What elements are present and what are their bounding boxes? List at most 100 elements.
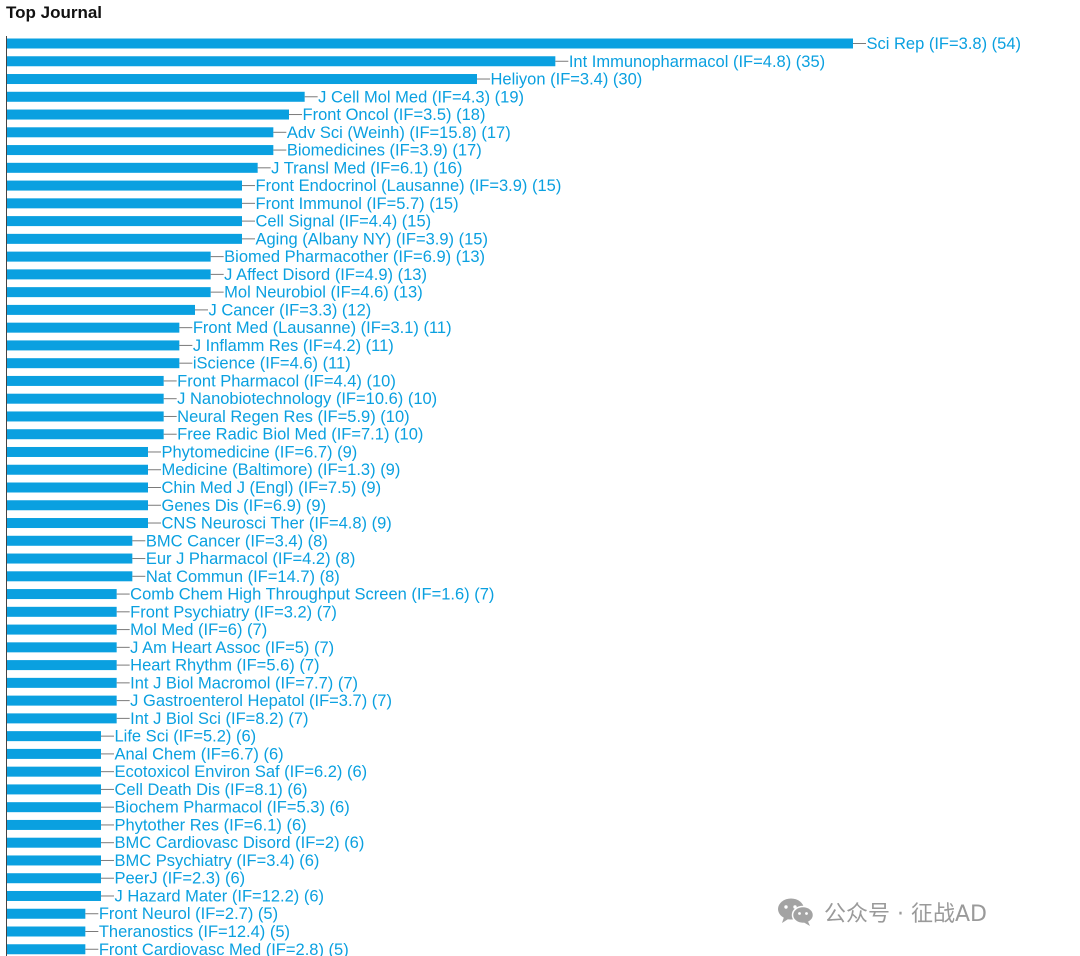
bar-label: Front Neurol (IF=2.7) (5) bbox=[99, 905, 278, 923]
bar bbox=[7, 340, 180, 351]
bar-label: Mol Med (IF=6) (7) bbox=[130, 621, 267, 639]
bar-label: Heliyon (IF=3.4) (30) bbox=[491, 71, 643, 89]
bar bbox=[7, 56, 556, 67]
bar bbox=[7, 198, 242, 209]
bar bbox=[7, 926, 86, 937]
watermark: 公众号 · 征战AD bbox=[776, 896, 987, 928]
bar bbox=[7, 464, 148, 475]
bar-label: Heart Rhythm (IF=5.6) (7) bbox=[130, 657, 319, 675]
bar-label: Comb Chem High Throughput Screen (IF=1.6… bbox=[130, 586, 494, 604]
bar-label: Front Med (Lausanne) (IF=3.1) (11) bbox=[193, 319, 452, 337]
bar-label: Front Psychiatry (IF=3.2) (7) bbox=[130, 603, 337, 621]
bar-label: BMC Psychiatry (IF=3.4) (6) bbox=[115, 852, 320, 870]
bar-label: J Cancer (IF=3.3) (12) bbox=[209, 301, 372, 319]
bar-label: J Hazard Mater (IF=12.2) (6) bbox=[115, 887, 325, 905]
bar-label: Int Immunopharmacol (IF=4.8) (35) bbox=[569, 53, 825, 71]
bar bbox=[7, 766, 101, 777]
bar bbox=[7, 251, 211, 262]
bar-label: J Transl Med (IF=6.1) (16) bbox=[271, 159, 462, 177]
bar bbox=[7, 890, 101, 901]
bar-label: Mol Neurobiol (IF=4.6) (13) bbox=[224, 284, 423, 302]
bar bbox=[7, 38, 853, 49]
bar-label: Ecotoxicol Environ Saf (IF=6.2) (6) bbox=[115, 763, 368, 781]
bar bbox=[7, 127, 274, 138]
bar-label: Int J Biol Sci (IF=8.2) (7) bbox=[130, 710, 308, 728]
bar-label: Front Immunol (IF=5.7) (15) bbox=[256, 195, 459, 213]
bar bbox=[7, 713, 117, 724]
bar-label: Medicine (Baltimore) (IF=1.3) (9) bbox=[162, 461, 401, 479]
bar-label: J Nanobiotechnology (IF=10.6) (10) bbox=[177, 390, 437, 408]
bar bbox=[7, 606, 117, 617]
bar bbox=[7, 91, 305, 102]
bar bbox=[7, 482, 148, 493]
bar bbox=[7, 624, 117, 635]
bar-label: Neural Regen Res (IF=5.9) (10) bbox=[177, 408, 409, 426]
bar bbox=[7, 74, 477, 85]
bar bbox=[7, 518, 148, 529]
bar bbox=[7, 216, 242, 227]
bar bbox=[7, 269, 211, 280]
chart-title: Top Journal bbox=[6, 3, 103, 22]
bar-label: Life Sci (IF=5.2) (6) bbox=[115, 728, 257, 746]
bar bbox=[7, 322, 180, 333]
bar bbox=[7, 358, 180, 369]
bar-label: Genes Dis (IF=6.9) (9) bbox=[162, 497, 327, 515]
bar-label: Eur J Pharmacol (IF=4.2) (8) bbox=[146, 550, 356, 568]
bar-label: Aging (Albany NY) (IF=3.9) (15) bbox=[256, 230, 488, 248]
bar-label: Theranostics (IF=12.4) (5) bbox=[99, 923, 290, 941]
bar bbox=[7, 145, 274, 156]
bar-label: Biomed Pharmacother (IF=6.9) (13) bbox=[224, 248, 485, 266]
bar-label: J Am Heart Assoc (IF=5) (7) bbox=[130, 639, 334, 657]
bar-label: BMC Cancer (IF=3.4) (8) bbox=[146, 532, 328, 550]
bar-label: Chin Med J (Engl) (IF=7.5) (9) bbox=[162, 479, 382, 497]
bar-label: PeerJ (IF=2.3) (6) bbox=[115, 870, 246, 888]
bar-label: J Inflamm Res (IF=4.2) (11) bbox=[193, 337, 394, 355]
bar bbox=[7, 695, 117, 706]
bar bbox=[7, 500, 148, 511]
bar bbox=[7, 642, 117, 653]
bar-label: J Gastroenterol Hepatol (IF=3.7) (7) bbox=[130, 692, 392, 710]
bar-label: Front Pharmacol (IF=4.4) (10) bbox=[177, 372, 396, 390]
bar-label: Biochem Pharmacol (IF=5.3) (6) bbox=[115, 799, 350, 817]
bar-label: Adv Sci (Weinh) (IF=15.8) (17) bbox=[287, 124, 511, 142]
bar bbox=[7, 873, 101, 884]
bar-label: iScience (IF=4.6) (11) bbox=[193, 355, 351, 373]
bar-label: Phytother Res (IF=6.1) (6) bbox=[115, 816, 307, 834]
bar-label: Anal Chem (IF=6.7) (6) bbox=[115, 745, 284, 763]
bar-label: Cell Death Dis (IF=8.1) (6) bbox=[115, 781, 308, 799]
bar bbox=[7, 304, 195, 315]
bar bbox=[7, 287, 211, 298]
bar bbox=[7, 429, 164, 440]
bar bbox=[7, 446, 148, 457]
bar-label: J Affect Disord (IF=4.9) (13) bbox=[224, 266, 427, 284]
bar bbox=[7, 180, 242, 191]
bar bbox=[7, 677, 117, 688]
wechat-icon bbox=[776, 896, 816, 928]
bar bbox=[7, 660, 117, 671]
bar-label: Int J Biol Macromol (IF=7.7) (7) bbox=[130, 674, 358, 692]
bar bbox=[7, 393, 164, 404]
bar-label: Nat Commun (IF=14.7) (8) bbox=[146, 568, 340, 586]
bar-label: Sci Rep (IF=3.8) (54) bbox=[867, 35, 1022, 53]
bar bbox=[7, 855, 101, 866]
bar bbox=[7, 571, 133, 582]
bar bbox=[7, 802, 101, 813]
watermark-text: 公众号 · 征战AD bbox=[824, 902, 987, 927]
bar-label: Phytomedicine (IF=6.7) (9) bbox=[162, 443, 358, 461]
bar-label: Front Oncol (IF=3.5) (18) bbox=[303, 106, 486, 124]
bar bbox=[7, 535, 133, 546]
bar-label: CNS Neurosci Ther (IF=4.8) (9) bbox=[162, 515, 392, 533]
bar bbox=[7, 908, 86, 919]
bar bbox=[7, 375, 164, 386]
bar bbox=[7, 784, 101, 795]
bar bbox=[7, 233, 242, 244]
bar bbox=[7, 109, 289, 120]
bar-label: J Cell Mol Med (IF=4.3) (19) bbox=[318, 88, 524, 106]
bar bbox=[7, 837, 101, 848]
bar bbox=[7, 411, 164, 422]
bar-label: Front Endocrinol (Lausanne) (IF=3.9) (15… bbox=[256, 177, 562, 195]
bar-label: Front Cardiovasc Med (IF=2.8) (5) bbox=[99, 941, 349, 956]
bar bbox=[7, 819, 101, 830]
bar bbox=[7, 731, 101, 742]
